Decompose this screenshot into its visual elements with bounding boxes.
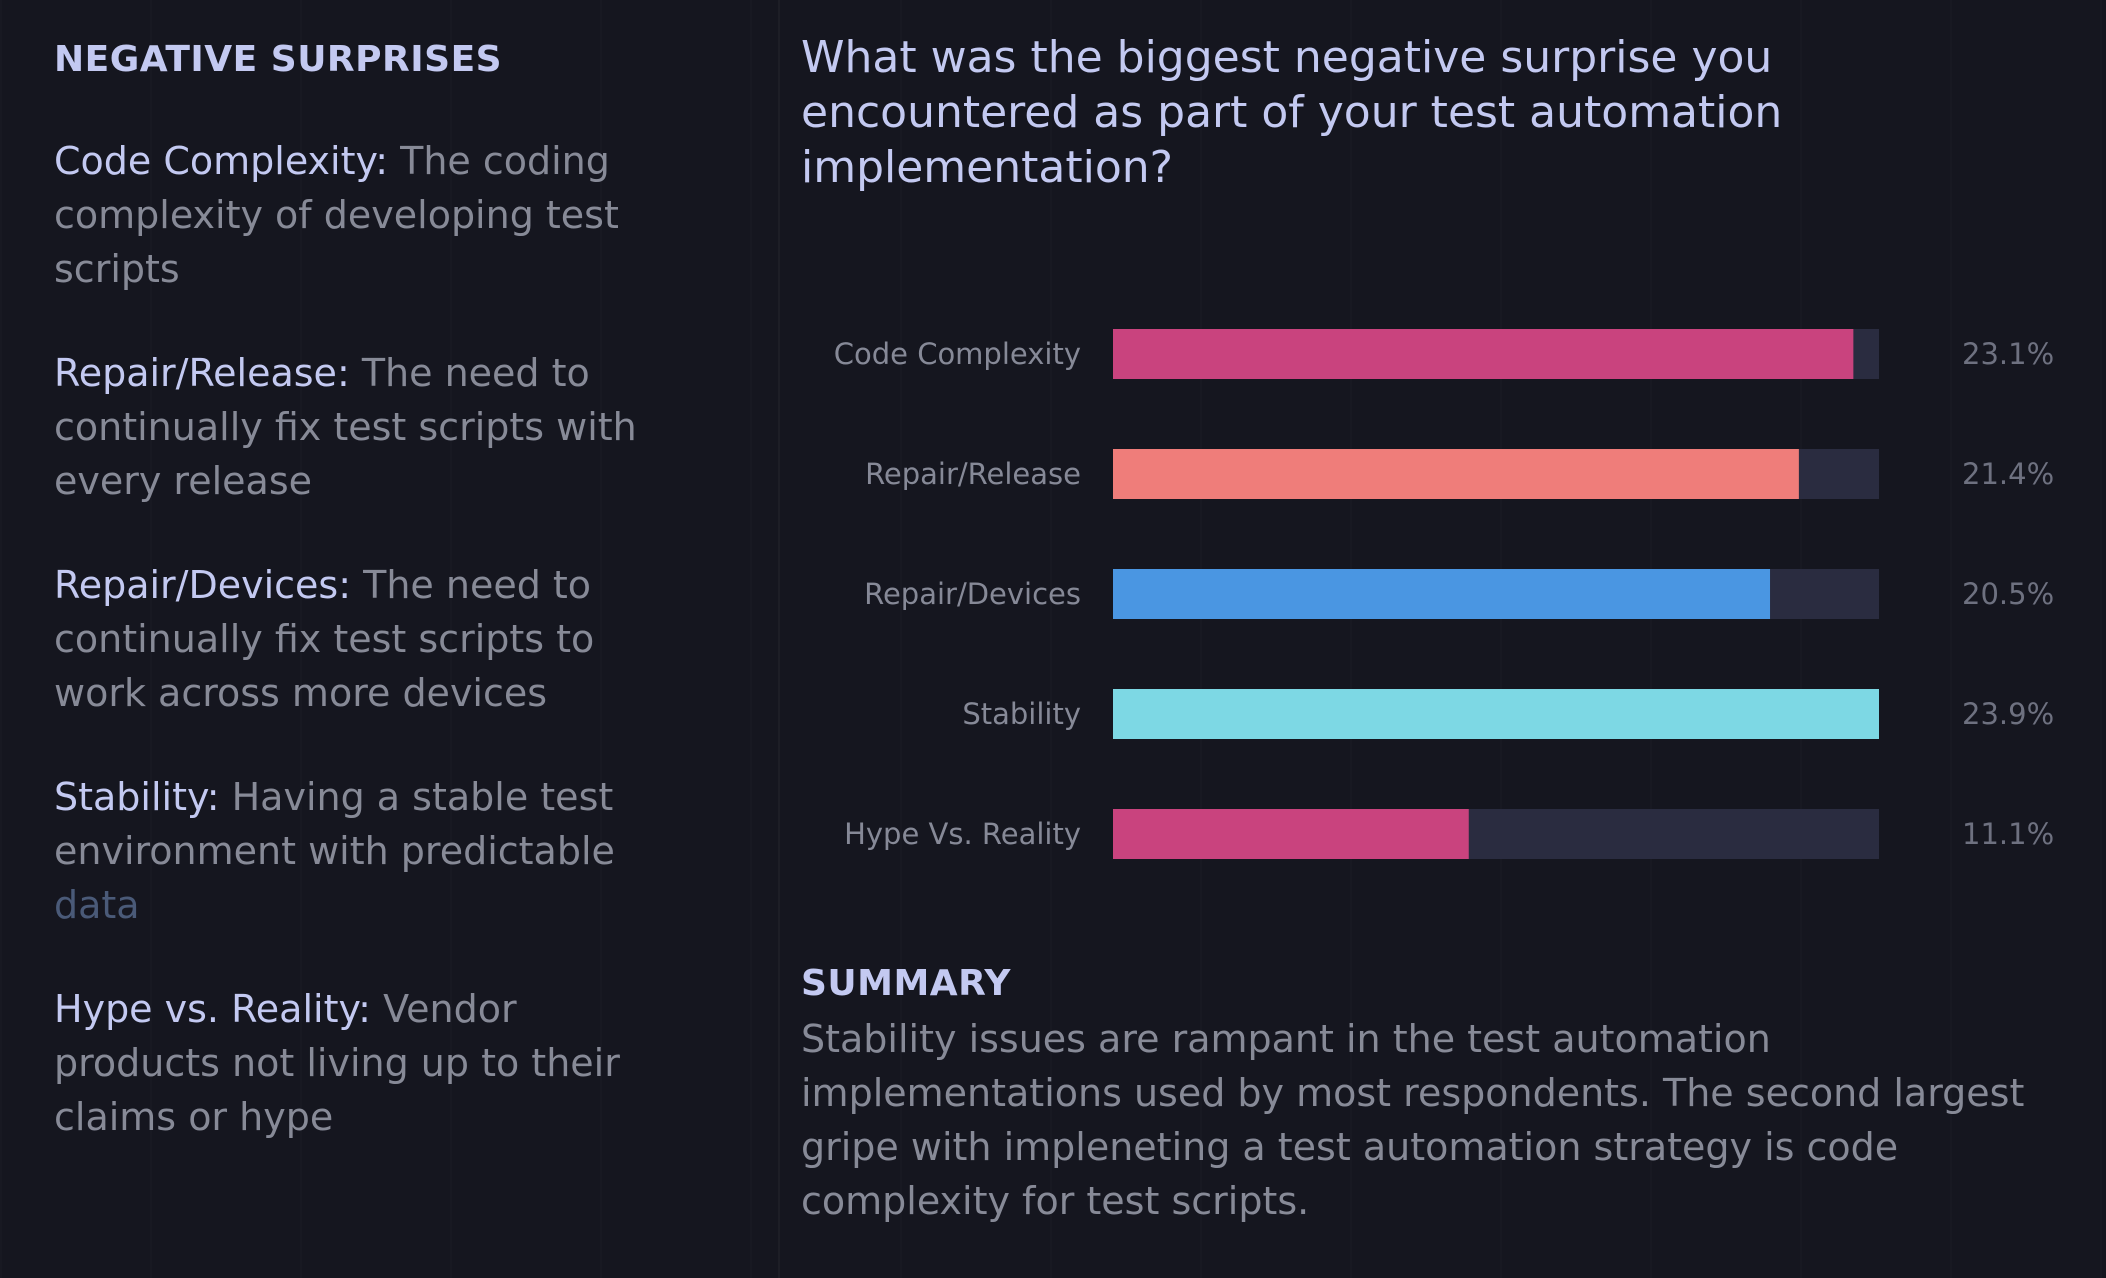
definition-term: Repair/Release: [54,351,350,395]
definitions-heading: NEGATIVE SURPRISES [54,39,503,80]
definition-repair-release: Repair/Release: The need to continually … [54,346,654,508]
value-label: 20.5% [1962,577,2054,611]
definition-stability: Stability: Having a stable test environm… [54,770,654,932]
value-label: 23.9% [1962,697,2054,731]
value-label: 21.4% [1962,457,2054,491]
bar [1113,449,1799,499]
definition-text: The need to continually fix test scripts… [54,351,637,503]
definition-code-complexity: Code Complexity: The coding complexity o… [54,134,654,296]
definition-text: The need to continually fix test scripts… [54,563,595,715]
definition-faded-text: data [54,883,140,927]
survey-question: What was the biggest negative surprise y… [801,32,1783,193]
bar [1113,689,1879,739]
value-label: 23.1% [1962,337,2054,371]
category-label: Repair/Devices [864,577,1081,611]
definition-text: Vendor products not living up to their c… [54,987,620,1139]
bar [1113,569,1771,619]
definition-text: The coding complexity of developing test… [54,139,619,291]
definition-text: Having a stable test environment with pr… [54,775,615,873]
definition-hype-vs-reality: Hype vs. Reality: Vendor products not li… [54,982,654,1144]
bar [1113,329,1854,379]
bar-chart: Code Complexity 23.1% Repair/Release 21.4% R… [834,329,2054,859]
category-label: Hype Vs. Reality [844,817,1081,851]
definition-term: Code Complexity: [54,139,389,183]
definition-term: Stability: [54,775,220,819]
definition-term: Repair/Devices: [54,563,352,607]
category-label: Code Complexity [834,337,1081,371]
definitions-panel: NEGATIVE SURPRISES Code Complexity: The … [54,36,654,1194]
column-divider [778,0,780,1278]
bar [1113,809,1469,859]
value-label: 11.1% [1962,817,2054,851]
definition-term: Hype vs. Reality: [54,987,371,1031]
summary-text: Stability issues are rampant in the test… [801,1017,2025,1223]
summary-heading: SUMMARY [801,963,1011,1004]
definition-repair-devices: Repair/Devices: The need to continually … [54,558,654,720]
category-label: Repair/Release [865,457,1081,491]
category-label: Stability [962,697,1081,731]
